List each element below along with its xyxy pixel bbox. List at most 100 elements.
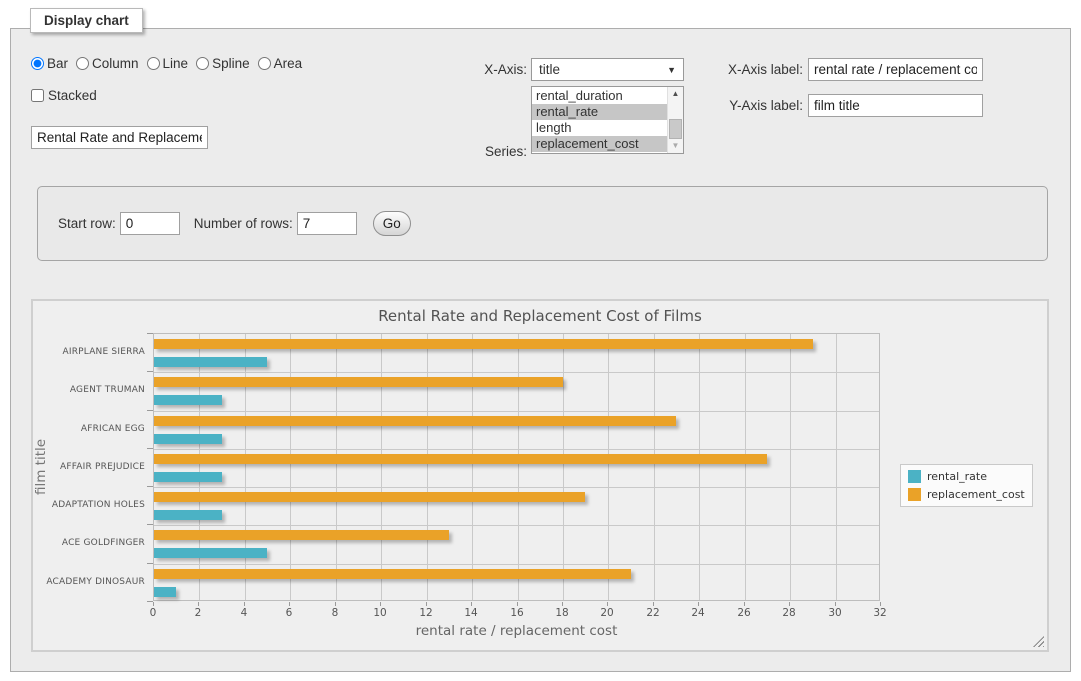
chart-type-radio-bar[interactable] (31, 57, 44, 70)
y-tick-label: AFRICAN EGG (33, 410, 145, 448)
chart-resize-handle[interactable] (1033, 636, 1044, 647)
bar-rental_rate (154, 357, 267, 367)
y-tick-label: ADAPTATION HOLES (33, 486, 145, 524)
bar-replacement_cost (154, 377, 563, 387)
x-tick-mark (244, 602, 245, 606)
chart-type-radio-column[interactable] (76, 57, 89, 70)
x-tick-mark (607, 602, 608, 606)
y-tick-mark (147, 410, 153, 411)
bar-replacement_cost (154, 416, 676, 426)
chart-title-input[interactable] (31, 126, 208, 149)
y-axis-label-label: Y-Axis label: (651, 98, 803, 113)
stacked-checkbox[interactable] (31, 89, 44, 102)
gridline (154, 564, 879, 565)
series-option-length[interactable]: length (532, 120, 667, 136)
series-option-replacement_cost[interactable]: replacement_cost (532, 136, 667, 152)
chart-type-label: Column (92, 56, 139, 71)
x-tick-mark (562, 602, 563, 606)
x-tick-mark (835, 602, 836, 606)
y-axis-label-input[interactable] (808, 94, 983, 117)
stacked-option: Stacked (31, 88, 97, 103)
x-tick-mark (653, 602, 654, 606)
legend-label: rental_rate (927, 470, 987, 483)
x-tick-mark (289, 602, 290, 606)
bar-rental_rate (154, 510, 222, 520)
y-tick-label: ACE GOLDFINGER (33, 524, 145, 562)
series-option-rental_duration[interactable]: rental_duration (532, 88, 667, 104)
gridline (154, 449, 879, 450)
series-options: rental_durationrental_ratelengthreplacem… (532, 87, 667, 153)
x-tick-mark (380, 602, 381, 606)
num-rows-input[interactable] (297, 212, 357, 235)
x-tick-mark (698, 602, 699, 606)
gridline (381, 334, 382, 600)
start-row-label: Start row: (58, 216, 116, 231)
legend-label: replacement_cost (927, 488, 1025, 501)
rows-panel: Start row: Number of rows: Go (37, 186, 1048, 261)
chart-type-label: Spline (212, 56, 250, 71)
x-tick-label: 28 (774, 607, 804, 619)
scroll-down-icon[interactable]: ▼ (668, 139, 683, 153)
chart-legend: rental_rate replacement_cost (900, 464, 1033, 507)
bar-replacement_cost (154, 530, 449, 540)
start-row-input[interactable] (120, 212, 180, 235)
x-axis-select-label: X-Axis: (431, 62, 527, 77)
y-tick-mark (147, 563, 153, 564)
legend-item-rental_rate: rental_rate (908, 470, 1025, 483)
gridline (608, 334, 609, 600)
bar-rental_rate (154, 395, 222, 405)
bar-rental_rate (154, 587, 176, 597)
chart-type-label: Line (163, 56, 189, 71)
chart-type-option-line: Line (147, 56, 189, 71)
stacked-label: Stacked (48, 88, 97, 103)
x-tick-label: 12 (411, 607, 441, 619)
series-listbox[interactable]: rental_durationrental_ratelengthreplacem… (531, 86, 684, 154)
gridline (790, 334, 791, 600)
gridline (563, 334, 564, 600)
x-tick-label: 26 (729, 607, 759, 619)
chart-container: Rental Rate and Replacement Cost of Film… (31, 299, 1049, 652)
chart-type-label: Area (274, 56, 303, 71)
chart-type-option-area: Area (258, 56, 303, 71)
x-axis-label-input[interactable] (808, 58, 983, 81)
listbox-scrollbar[interactable]: ▲ ▼ (667, 87, 683, 153)
chart-type-radio-area[interactable] (258, 57, 271, 70)
x-tick-label: 2 (183, 607, 213, 619)
x-tick-label: 16 (502, 607, 532, 619)
scrollbar-thumb[interactable] (669, 119, 682, 139)
x-tick-label: 22 (638, 607, 668, 619)
x-tick-label: 20 (592, 607, 622, 619)
bar-replacement_cost (154, 492, 585, 502)
chart-x-axis-title: rental rate / replacement cost (153, 623, 880, 639)
y-tick-mark (147, 448, 153, 449)
bar-replacement_cost (154, 339, 813, 349)
chart-type-radio-spline[interactable] (196, 57, 209, 70)
x-tick-mark (789, 602, 790, 606)
y-tick-mark (147, 524, 153, 525)
go-button[interactable]: Go (373, 211, 411, 236)
series-option-rental_rate[interactable]: rental_rate (532, 104, 667, 120)
x-tick-label: 18 (547, 607, 577, 619)
gridline (245, 334, 246, 600)
x-axis-label-label: X-Axis label: (651, 62, 803, 77)
x-tick-label: 6 (274, 607, 304, 619)
x-tick-mark (471, 602, 472, 606)
panel-title: Display chart (30, 8, 143, 33)
legend-swatch-icon (908, 488, 921, 501)
x-tick-mark (426, 602, 427, 606)
gridline (154, 372, 879, 373)
gridline (427, 334, 428, 600)
x-tick-label: 0 (138, 607, 168, 619)
chart-title: Rental Rate and Replacement Cost of Film… (33, 307, 1047, 325)
num-rows-label: Number of rows: (194, 216, 293, 231)
gridline (518, 334, 519, 600)
y-tick-label: AFFAIR PREJUDICE (33, 448, 145, 486)
y-tick-mark (147, 333, 153, 334)
chart-type-radio-line[interactable] (147, 57, 160, 70)
x-tick-mark (744, 602, 745, 606)
gridline (154, 487, 879, 488)
chart-type-option-bar: Bar (31, 56, 68, 71)
legend-item-replacement_cost: replacement_cost (908, 488, 1025, 501)
x-tick-mark (880, 602, 881, 606)
gridline (199, 334, 200, 600)
